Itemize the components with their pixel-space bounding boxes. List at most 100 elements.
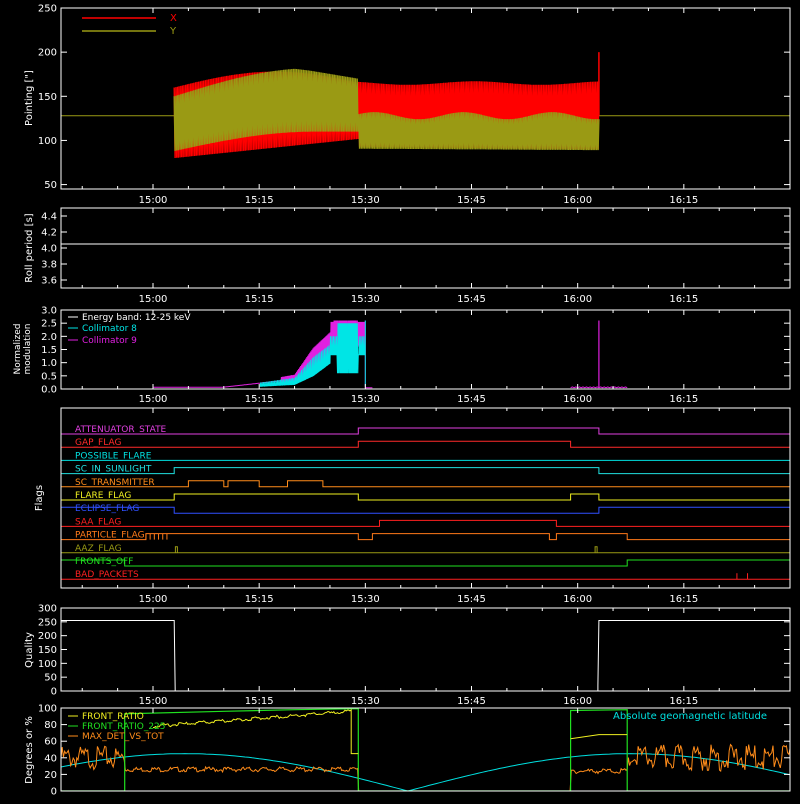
y-tick-label: 50 bbox=[44, 673, 57, 684]
pointing-traces bbox=[61, 52, 790, 159]
x-tick-label: 16:00 bbox=[563, 294, 592, 305]
pointing-y-label: Pointing ["] bbox=[24, 70, 35, 126]
y-tick-label: 0.5 bbox=[41, 371, 57, 382]
y-tick-label: 1.5 bbox=[41, 345, 57, 356]
x-tick-label: 15:30 bbox=[351, 195, 380, 206]
modulation-traces bbox=[153, 320, 628, 389]
flag-trace bbox=[61, 493, 790, 501]
flag-trace bbox=[61, 480, 790, 488]
y-tick-label: 3.0 bbox=[41, 306, 57, 317]
y-tick-label: 3.6 bbox=[41, 276, 57, 287]
modulation-y-label-2: modulation bbox=[23, 324, 33, 375]
legend-y-label: Y bbox=[169, 26, 177, 37]
x-tick-label: 15:30 bbox=[351, 294, 380, 305]
latitude-y-ticks: 0 20 40 60 80 100 bbox=[38, 704, 790, 798]
flag-label: SC_IN_SUNLIGHT bbox=[75, 465, 152, 475]
x-tick-label: 16:00 bbox=[563, 195, 592, 206]
legend-front-ratio-225-label: FRONT_RATIO_225 bbox=[82, 722, 166, 732]
y-tick-label: 0 bbox=[51, 687, 57, 698]
y-tick-label: 20 bbox=[44, 770, 57, 781]
y-tick-label: 200 bbox=[38, 48, 57, 59]
legend-x-label: X bbox=[170, 13, 177, 24]
x-tick-label: 16:15 bbox=[669, 594, 698, 605]
legend-col9-label: Collimator 9 bbox=[82, 336, 137, 346]
x-tick-label: 15:15 bbox=[245, 594, 274, 605]
front-ratio-225-trace bbox=[61, 708, 790, 791]
x-tick-label: 15:45 bbox=[457, 594, 486, 605]
x-tick-label: 15:30 bbox=[351, 594, 380, 605]
x-tick-label: 16:00 bbox=[563, 696, 592, 707]
latitude-panel: 0 20 40 60 80 100 Degrees or % FRONT_RATIO FR… bbox=[24, 704, 791, 798]
x-tick-label: 16:00 bbox=[563, 594, 592, 605]
x-tick-label: 15:00 bbox=[139, 195, 168, 206]
front-ratio-trace bbox=[153, 708, 359, 755]
roll-x-ticks: 15:00 15:15 15:30 15:45 16:00 16:15 bbox=[81, 208, 756, 305]
y-tick-label: 250 bbox=[38, 4, 57, 15]
y-tick-label: 150 bbox=[38, 645, 57, 656]
modulation-x-ticks: 15:00 15:15 15:30 15:45 16:00 16:15 bbox=[81, 310, 756, 405]
x-tick-label: 15:45 bbox=[457, 294, 486, 305]
front-ratio-post-trace bbox=[570, 734, 628, 740]
y-tick-label: 100 bbox=[38, 704, 57, 715]
y-tick-label: 1.0 bbox=[41, 358, 57, 369]
y-tick-label: 0.0 bbox=[41, 385, 57, 396]
quality-y-label: Quality bbox=[24, 632, 35, 668]
roll-y-label: Roll period [s] bbox=[24, 213, 35, 282]
x-tick-label: 16:15 bbox=[669, 394, 698, 405]
flag-label: FRONTS_OFF bbox=[75, 557, 133, 567]
x-tick-label: 15:30 bbox=[351, 394, 380, 405]
y-tick-label: 40 bbox=[44, 753, 57, 764]
flag-label: SAA_FLAG bbox=[75, 517, 121, 527]
flag-trace bbox=[61, 506, 790, 514]
latitude-right-label: Absolute geomagnetic latitude bbox=[613, 711, 767, 722]
x-tick-label: 15:00 bbox=[139, 294, 168, 305]
y-tick-label: 150 bbox=[38, 92, 57, 103]
x-tick-label: 15:45 bbox=[457, 394, 486, 405]
y-tick-label: 4.0 bbox=[41, 244, 57, 255]
pointing-frame bbox=[60, 7, 791, 190]
roll-period-panel: 3.6 3.8 4.0 4.2 4.4 15:00 15:15 15:30 15:45 16:0… bbox=[24, 207, 791, 305]
flags-frame bbox=[60, 407, 791, 589]
pointing-y-trace bbox=[173, 68, 600, 151]
x-tick-label: 15:00 bbox=[139, 394, 168, 405]
x-tick-label: 15:00 bbox=[139, 594, 168, 605]
y-tick-label: 3.8 bbox=[41, 260, 57, 271]
flag-trace bbox=[61, 467, 790, 475]
y-tick-label: 100 bbox=[38, 659, 57, 670]
quality-trace bbox=[61, 620, 790, 692]
flags-x-ticks: 15:00 15:15 15:30 15:45 16:00 16:15 bbox=[81, 408, 756, 605]
flag-label: FLARE_FLAG bbox=[75, 491, 131, 501]
flag-label: POSSIBLE_FLARE bbox=[75, 451, 152, 461]
pointing-panel: 50 100 150 200 250 15:00 15:15 15:30 15:45 16:00… bbox=[24, 4, 791, 206]
x-tick-label: 15:45 bbox=[457, 195, 486, 206]
y-tick-label: 2.5 bbox=[41, 319, 57, 330]
legend-col8-label: Collimator 8 bbox=[82, 324, 137, 334]
x-tick-label: 16:15 bbox=[669, 696, 698, 707]
x-tick-label: 16:00 bbox=[563, 394, 592, 405]
flag-label: SC_TRANSMITTER bbox=[75, 478, 155, 488]
flag-label: ECLIPSE_FLAG bbox=[75, 504, 139, 514]
x-tick-label: 15:30 bbox=[351, 696, 380, 707]
quality-traces bbox=[61, 620, 790, 692]
geomagnetic-latitude-trace bbox=[61, 753, 790, 791]
flag-label: AAZ_FLAG bbox=[75, 544, 122, 554]
flag-label: BAD_PACKETS bbox=[75, 570, 139, 580]
y-tick-label: 250 bbox=[38, 617, 57, 628]
aaz-flag-pulse bbox=[174, 546, 178, 553]
x-tick-label: 15:15 bbox=[245, 394, 274, 405]
latitude-frame bbox=[60, 707, 791, 792]
flag-trace bbox=[61, 559, 790, 567]
legend-energy-label: Energy band: 12-25 keV bbox=[82, 313, 191, 323]
latitude-y-label: Degrees or % bbox=[24, 716, 35, 784]
y-tick-label: 4.2 bbox=[41, 228, 57, 239]
collimator-9-post-trace bbox=[570, 386, 628, 389]
flags-traces bbox=[61, 427, 790, 580]
legend-max-det-label: MAX_DET_VS_TOT bbox=[82, 732, 164, 742]
y-tick-label: 100 bbox=[38, 136, 57, 147]
y-tick-label: 300 bbox=[38, 604, 57, 615]
y-tick-label: 200 bbox=[38, 631, 57, 642]
y-tick-label: 4.4 bbox=[41, 212, 57, 223]
